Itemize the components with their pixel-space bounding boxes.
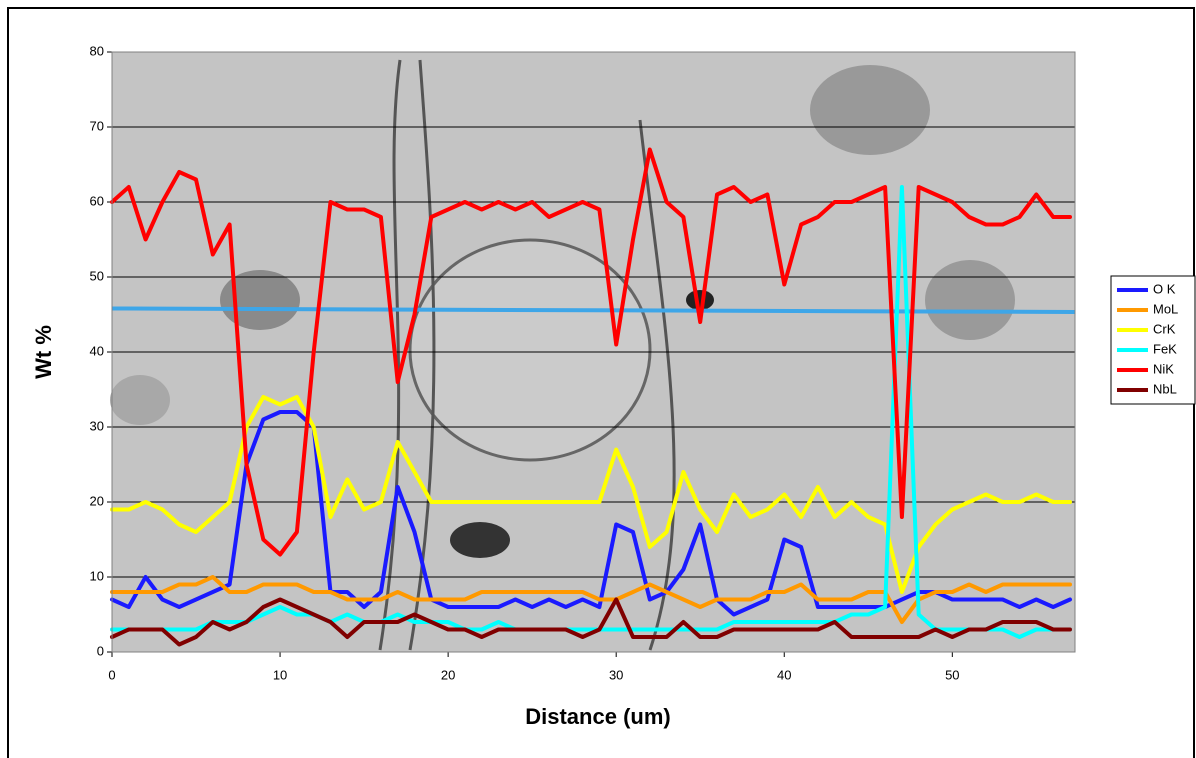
x-axis-title: Distance (um)	[525, 704, 670, 729]
series-line	[110, 147, 1072, 557]
legend: O K MoL CrK FeK NiK NbL	[1117, 281, 1178, 396]
legend-label: FeK	[1153, 341, 1177, 356]
legend-label: NiK	[1153, 361, 1174, 376]
series-lines	[110, 147, 1072, 647]
y-tick-label: 60	[90, 193, 104, 208]
x-tick-label: 40	[777, 667, 791, 682]
series-line	[110, 597, 1072, 647]
y-tick-label: 80	[90, 43, 104, 58]
y-tick-label: 40	[90, 343, 104, 358]
y-axis-title: Wt %	[31, 325, 56, 379]
y-tick-label: 50	[90, 268, 104, 283]
x-tick-label: 0	[108, 667, 115, 682]
legend-label: NbL	[1153, 381, 1177, 396]
legend-box	[1110, 275, 1196, 405]
legend-label: O K	[1153, 281, 1176, 296]
series-line	[110, 575, 1072, 624]
series-line	[110, 410, 1072, 617]
plot-frame	[111, 51, 1076, 653]
legend-label: CrK	[1153, 321, 1176, 336]
y-tick-label: 30	[90, 418, 104, 433]
y-tick-label: 0	[97, 643, 104, 658]
x-tick-label: 50	[945, 667, 959, 682]
series-line	[110, 395, 1072, 594]
x-tick-label: 30	[609, 667, 623, 682]
series-line	[110, 185, 1072, 639]
x-tick-label: 20	[441, 667, 455, 682]
y-tick-label: 70	[90, 118, 104, 133]
y-tick-label: 20	[90, 493, 104, 508]
legend-label: MoL	[1153, 301, 1178, 316]
y-tick-label: 10	[90, 568, 104, 583]
x-tick-label: 10	[273, 667, 287, 682]
